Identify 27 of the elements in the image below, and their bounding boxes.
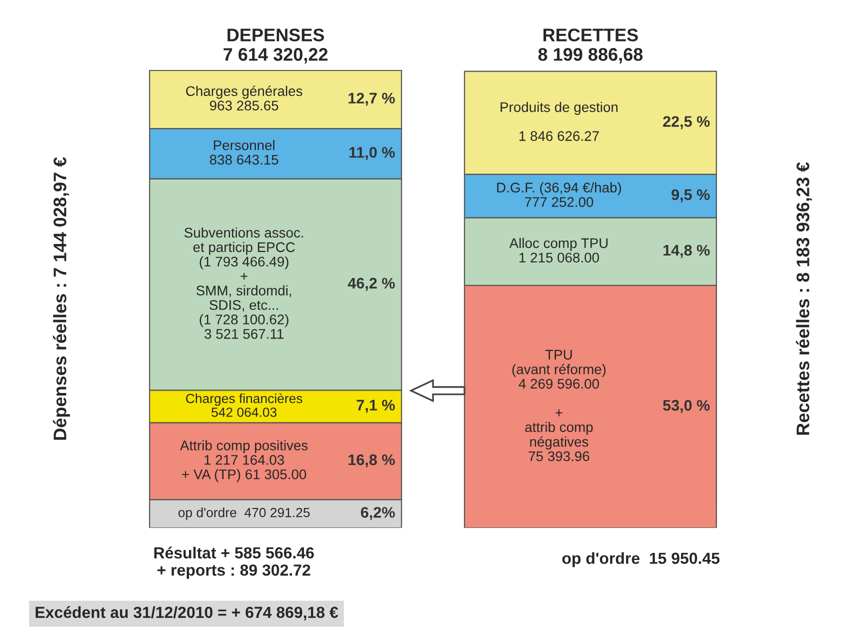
data-label: 14,8 % [664, 244, 710, 258]
data-label: 22,5 % [663, 116, 710, 130]
text: Excédent au 31/12/2010 = + 674 869,18 € [36, 606, 338, 620]
data-label: 11,0 % [349, 146, 395, 160]
series-label: Attrib comp positives 1 217 164.03 + VA (TP) 61 305.00 [180, 440, 308, 482]
data-label: 16,8 % [348, 454, 395, 468]
x-tick-label: DEPENSES 7 614 320,22 [224, 28, 328, 64]
data-label: 12,7 % [348, 92, 395, 106]
data-label: 9,5 % [672, 189, 710, 202]
data-label: 7,1 % [356, 400, 395, 413]
data-label: 6,2% [360, 506, 395, 520]
data-label: 46,2 % [348, 278, 395, 291]
text: TPU (avant réforme) 4 269 596.00 + attrib comp négatives 75 393.96 [512, 350, 606, 462]
series-label: Charges financières 542 064.03 [186, 393, 302, 417]
x-tick-label: RECETTES 8 199 886,68 [538, 28, 643, 64]
series-label: Subventions assoc. et particip EPCC (1 793 466.49) + SMM, sirdomdi, SDIS, etc... (1 728 100.62) 3 521 567.11 [184, 227, 304, 339]
y2-axis-title: Recettes réelles : 8 183 936,23 € [796, 162, 812, 435]
data-label: 53,0 % [663, 400, 710, 413]
series-label: op d'ordre 470 291.25 [178, 508, 310, 520]
text: Résultat + 585 566.46 + reports : 89 302.72 [154, 546, 314, 579]
series-label: D.G.F. (36,94 €/hab) 777 252.00 [497, 182, 622, 207]
series-label: Alloc comp TPU 1 215 068.00 [509, 238, 608, 263]
text: op d'ordre 15 950.45 [562, 552, 720, 568]
series-label: Personnel 838 643.15 [210, 140, 278, 165]
series-label: Produits de gestion 1 846 626.27 [500, 102, 618, 141]
series-label: Charges générales 963 285.65 [186, 86, 302, 111]
y-axis-title: Dépenses réelles : 7 144 028,97 € [52, 157, 70, 440]
